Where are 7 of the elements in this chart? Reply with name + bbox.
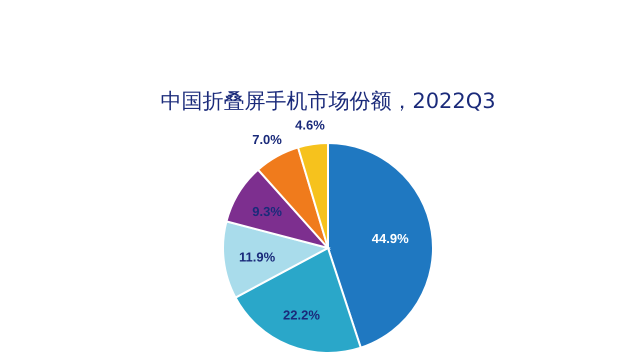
data-label: 9.3% bbox=[252, 204, 282, 219]
data-label: 7.0% bbox=[252, 132, 282, 147]
data-label: 44.9% bbox=[372, 231, 410, 246]
data-label: 11.9% bbox=[239, 249, 276, 264]
data-label: 4.6% bbox=[295, 117, 326, 132]
chart-title: 中国折叠屏手机市场份额，2022Q3 bbox=[160, 89, 496, 113]
data-label: 22.2% bbox=[283, 307, 320, 322]
